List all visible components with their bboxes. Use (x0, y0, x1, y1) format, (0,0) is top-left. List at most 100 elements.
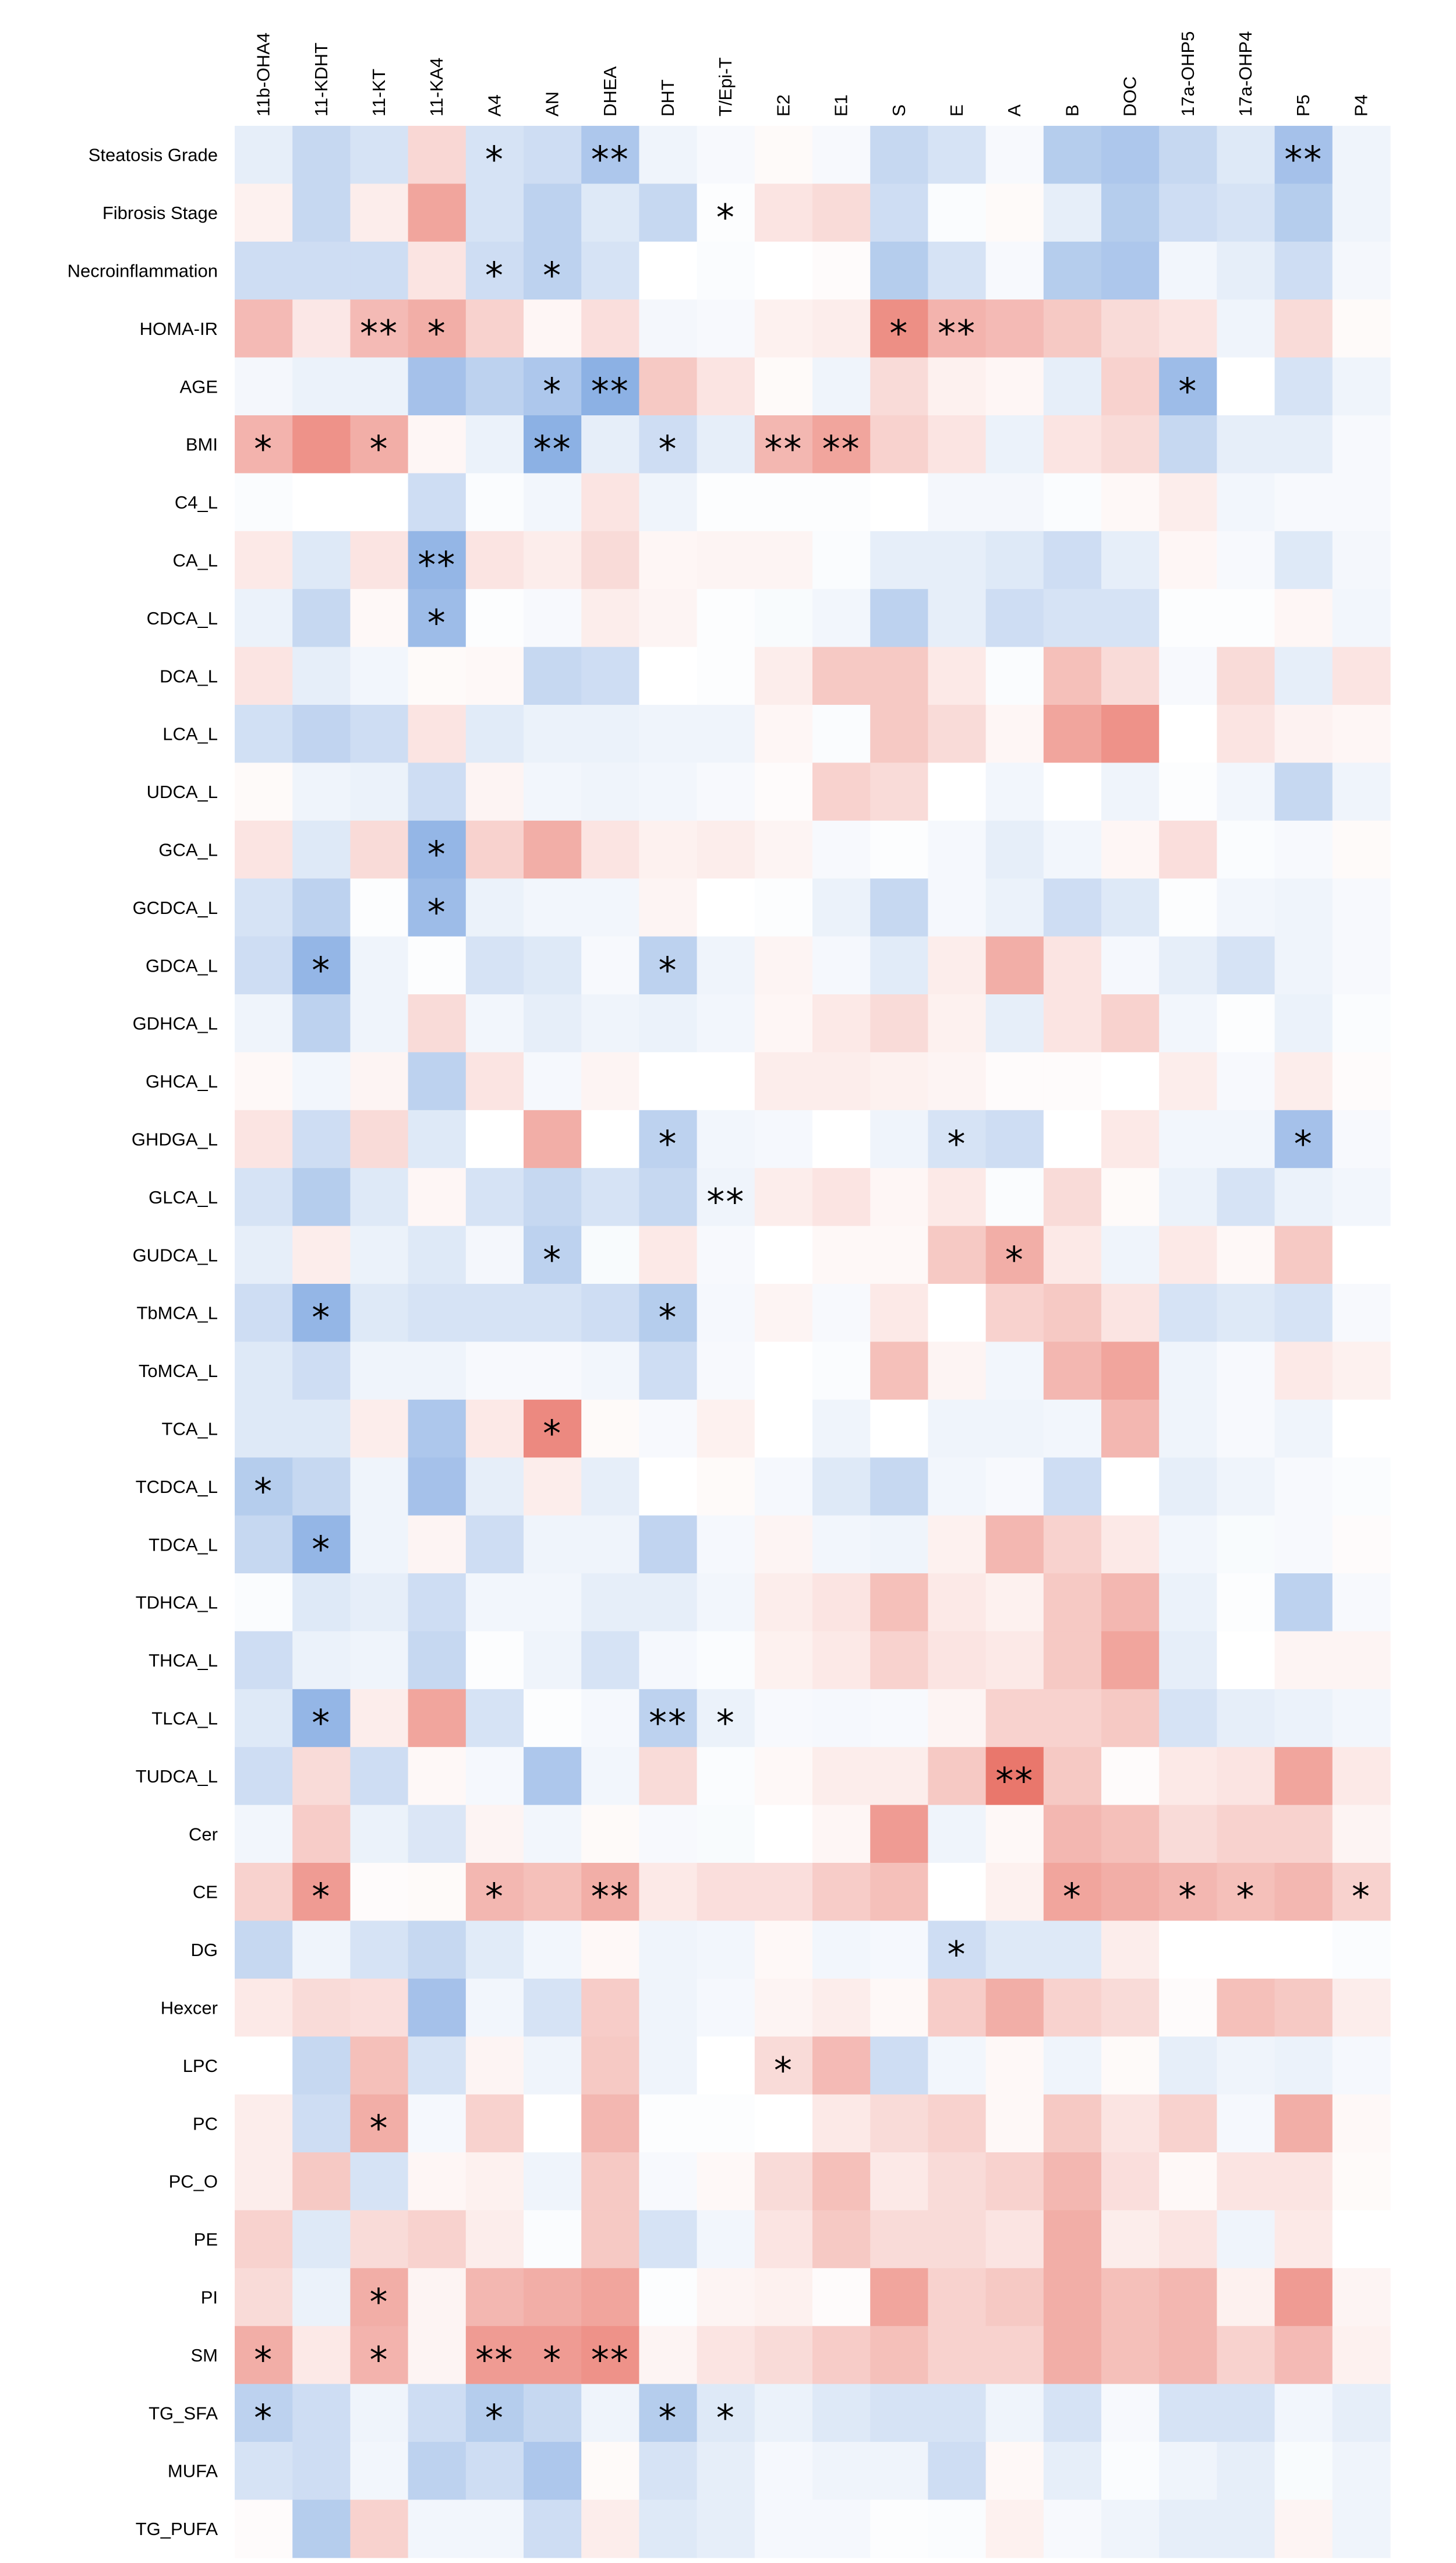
row-label: SM (191, 2345, 218, 2366)
heatmap-cell (1332, 1110, 1391, 1168)
significance-star: * (254, 1470, 273, 1513)
heatmap-cell (408, 647, 467, 705)
heatmap-cell (350, 1863, 409, 1921)
heatmap-cell (754, 936, 813, 995)
heatmap-cell (754, 820, 813, 879)
heatmap-cell (1043, 1110, 1102, 1168)
heatmap-cell (812, 1515, 871, 1574)
heatmap-cell (870, 1805, 928, 1863)
heatmap-cell (235, 762, 293, 821)
heatmap-cell (639, 1341, 698, 1400)
heatmap-cell (1274, 878, 1333, 937)
heatmap-cell (639, 762, 698, 821)
heatmap-cell (408, 531, 467, 589)
heatmap-cell (1274, 1341, 1333, 1400)
heatmap-cell (985, 183, 1044, 242)
heatmap-cell (408, 415, 467, 474)
heatmap-cell (235, 183, 293, 242)
heatmap-cell (1332, 1168, 1391, 1227)
row-label: DCA_L (160, 666, 218, 686)
heatmap-cell (812, 1573, 871, 1632)
heatmap-cell (1217, 1226, 1275, 1284)
row-label: BMI (186, 435, 218, 455)
heatmap-cell (870, 1052, 928, 1111)
heatmap-cell (235, 2210, 293, 2269)
heatmap-cell (292, 2268, 351, 2327)
heatmap-cell (812, 936, 871, 995)
heatmap-cell (1274, 2210, 1333, 2269)
heatmap-cell (1332, 2268, 1391, 2327)
heatmap-cell (350, 2094, 409, 2153)
significance-star: * (543, 2339, 562, 2381)
heatmap-cell (812, 1978, 871, 2037)
heatmap-cell (1274, 589, 1333, 648)
heatmap-cell (292, 1457, 351, 1516)
heatmap-cell (812, 589, 871, 648)
row-label: TCDCA_L (136, 1477, 218, 1497)
heatmap-cell (292, 1399, 351, 1458)
heatmap-cell (985, 2384, 1044, 2442)
heatmap-cell (292, 241, 351, 300)
heatmap-cell (697, 1052, 755, 1111)
heatmap-cell (465, 2326, 524, 2385)
heatmap-cell (812, 415, 871, 474)
heatmap-cell (1159, 936, 1217, 995)
heatmap-cell (350, 126, 409, 184)
heatmap-cell (1274, 1921, 1333, 1979)
heatmap-cell (985, 1515, 1044, 1574)
heatmap-cell (1101, 1168, 1160, 1227)
row-label: DG (191, 1940, 218, 1960)
heatmap-cell (235, 1284, 293, 1342)
heatmap-cell (985, 1805, 1044, 1863)
heatmap-cell (581, 2094, 639, 2153)
heatmap-cell (928, 589, 987, 648)
heatmap-cell (1217, 994, 1275, 1053)
heatmap-cell (812, 1805, 871, 1863)
heatmap-cell (1101, 820, 1160, 879)
significance-star: * (716, 1702, 736, 1745)
heatmap-cell (1332, 1341, 1391, 1400)
heatmap-cell (1043, 1052, 1102, 1111)
heatmap-cell (1217, 1110, 1275, 1168)
significance-star: * (427, 312, 447, 355)
heatmap-cell (754, 183, 813, 242)
column-label: 17a-OHP5 (1178, 31, 1198, 116)
heatmap-cell (408, 1052, 467, 1111)
heatmap-cell (754, 1168, 813, 1227)
heatmap-cell (697, 647, 755, 705)
heatmap-cell (235, 357, 293, 416)
heatmap-cell (812, 1110, 871, 1168)
heatmap-cell (870, 2094, 928, 2153)
heatmap-cell (985, 1631, 1044, 1690)
heatmap-cell (812, 1921, 871, 1979)
heatmap-cell (235, 994, 293, 1053)
heatmap-cell (1101, 1515, 1160, 1574)
heatmap-cell (292, 1284, 351, 1342)
heatmap-cell (1332, 1921, 1391, 1979)
heatmap-cell (870, 1284, 928, 1342)
significance-star: ** (938, 312, 976, 355)
column-label: E1 (831, 94, 851, 116)
heatmap-cell (524, 2326, 582, 2385)
heatmap-cell (1043, 2500, 1102, 2558)
heatmap-cell (465, 1110, 524, 1168)
significance-star: * (774, 2049, 793, 2092)
heatmap-cell (524, 126, 582, 184)
column-label: S (889, 104, 909, 116)
heatmap-cell (1101, 241, 1160, 300)
row-label: GHDGA_L (132, 1129, 218, 1150)
heatmap-cell (1217, 2268, 1275, 2327)
heatmap-cell (812, 647, 871, 705)
heatmap-cell (1043, 473, 1102, 532)
significance-star: ** (360, 312, 398, 355)
heatmap-cell (1217, 1805, 1275, 1863)
column-label: P5 (1293, 94, 1313, 116)
heatmap-cell (754, 299, 813, 358)
row-label: TLCA_L (151, 1708, 218, 1729)
heatmap-cell (1159, 1341, 1217, 1400)
heatmap-cell (1217, 415, 1275, 474)
heatmap-cell (985, 2152, 1044, 2211)
heatmap-cell (292, 820, 351, 879)
heatmap-cell (581, 647, 639, 705)
heatmap-cell (1274, 531, 1333, 589)
